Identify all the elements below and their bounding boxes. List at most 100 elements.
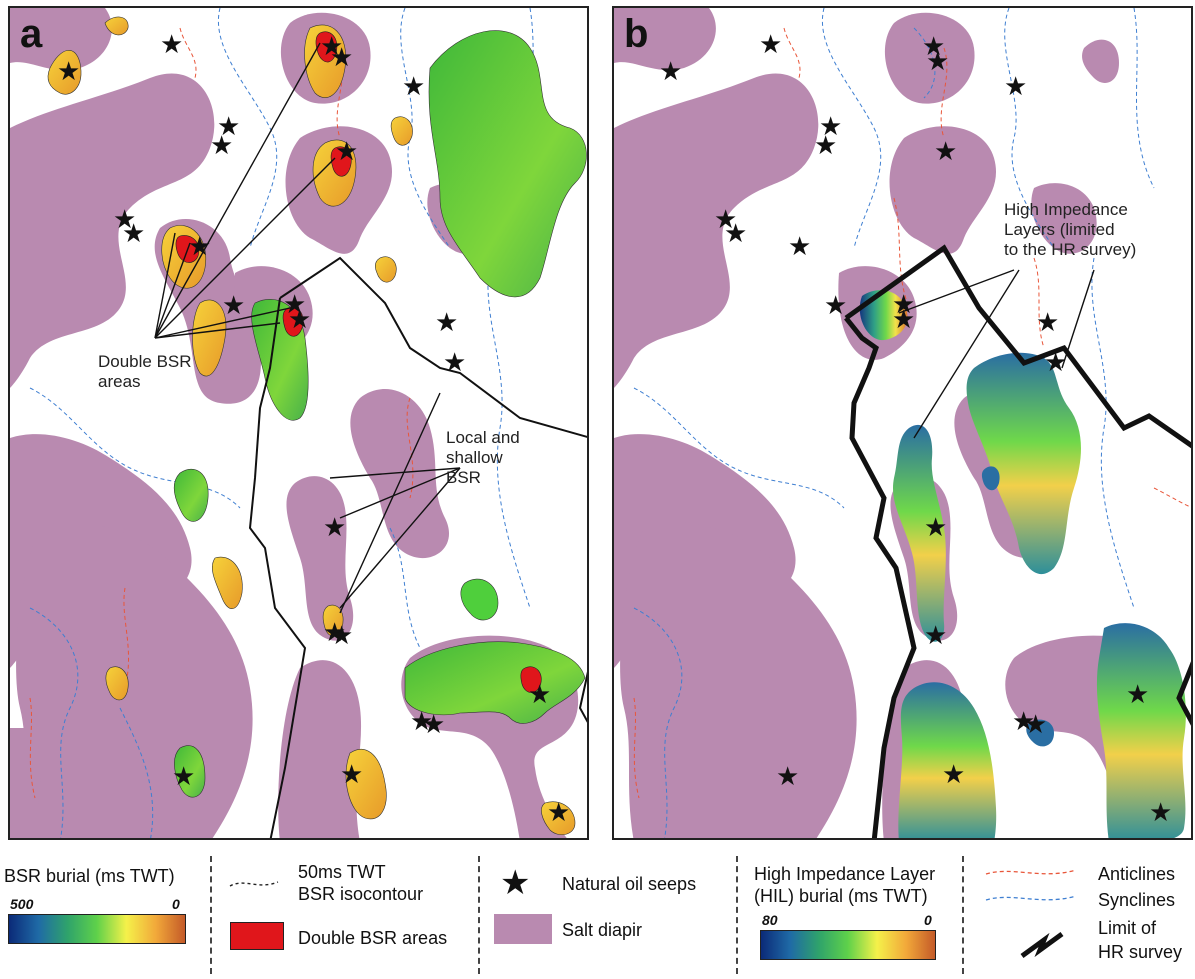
isocontour-symbol <box>229 881 279 887</box>
bsr-burial-max: 0 <box>172 896 180 912</box>
isocontour-label-2: BSR isocontour <box>298 884 424 904</box>
svg-text:★: ★ <box>759 30 782 60</box>
svg-text:★: ★ <box>57 57 80 87</box>
svg-text:★: ★ <box>288 305 311 335</box>
hr-survey-limit-b <box>844 244 1191 838</box>
legend-separator <box>210 856 212 974</box>
svg-text:★: ★ <box>113 205 136 235</box>
hil-burial-max: 0 <box>924 912 932 928</box>
svg-text:★: ★ <box>1126 680 1149 710</box>
svg-text:★: ★ <box>402 72 425 102</box>
svg-text:★: ★ <box>283 290 306 320</box>
annotation-arrows-a <box>154 42 461 614</box>
svg-text:★: ★ <box>659 57 682 87</box>
map-b-drawing: ★ ★ ★ ★ ★ ★ ★ ★ ★ ★ ★ ★ ★ ★ ★ ★ ★ ★ ★ ★ … <box>614 8 1191 838</box>
hil-burial-min: 80 <box>762 912 778 928</box>
panel-b-label: b <box>624 12 649 56</box>
svg-text:★: ★ <box>824 291 847 321</box>
oil-seeps-label: Natural oil seeps <box>562 874 697 894</box>
svg-text:★: ★ <box>1024 710 1047 740</box>
svg-text:★: ★ <box>1044 348 1067 378</box>
svg-text:★: ★ <box>724 219 747 249</box>
panel-a-label: a <box>20 12 43 56</box>
annotation-line: BSR <box>446 468 481 487</box>
synclines-b <box>633 8 1155 838</box>
legend-separator <box>736 856 738 974</box>
anticlines-label: Anticlines <box>1098 864 1176 884</box>
svg-text:★: ★ <box>922 32 945 62</box>
double-bsr-areas-a <box>175 31 542 693</box>
bsr-burial-colorbar <box>8 914 186 944</box>
local-bsr-annotation: Local and shallow BSR <box>446 428 520 488</box>
anticline-symbol <box>985 869 1077 875</box>
hil-areas <box>859 290 1186 838</box>
salt-swatch <box>494 914 552 944</box>
svg-text:★: ★ <box>1149 798 1172 828</box>
svg-text:★: ★ <box>1036 308 1059 338</box>
svg-text:★: ★ <box>323 513 346 543</box>
svg-text:★: ★ <box>528 680 551 710</box>
svg-text:★: ★ <box>714 205 737 235</box>
oil-seeps-a: ★ ★ ★ ★ ★ ★ ★ ★ ★ ★ ★ ★ ★ ★ ★ ★ ★ ★ ★ ★ … <box>57 30 570 828</box>
hil-annotation: High Impedance Layers (limited to the HR… <box>1004 200 1136 260</box>
svg-text:★: ★ <box>222 291 245 321</box>
hr-survey-limit-a <box>248 256 587 838</box>
annotation-line: to the HR survey) <box>1004 240 1137 259</box>
double-bsr-annotation: Double BSR areas <box>98 352 192 392</box>
svg-text:★: ★ <box>422 710 445 740</box>
svg-text:★: ★ <box>330 621 353 651</box>
svg-text:★: ★ <box>547 798 570 828</box>
synclines-a <box>29 8 551 838</box>
oil-seep-icon: ★ <box>500 864 531 902</box>
annotation-line: areas <box>98 372 141 391</box>
svg-text:★: ★ <box>819 112 842 142</box>
svg-text:★: ★ <box>340 760 363 790</box>
annotation-line: Double BSR <box>98 352 192 371</box>
hil-burial-title-1: High Impedance Layer <box>754 864 936 884</box>
double-bsr-swatch <box>230 922 284 950</box>
legend-separator <box>478 856 480 974</box>
salt-label: Salt diapir <box>562 920 643 940</box>
salt-diapirs-b <box>614 8 1183 838</box>
svg-text:★: ★ <box>210 131 233 161</box>
svg-text:★: ★ <box>814 131 837 161</box>
hil-burial-colorbar <box>760 930 936 960</box>
legend-line-symbols <box>985 869 1077 959</box>
svg-text:★: ★ <box>323 618 346 648</box>
oil-seeps-b: ★ ★ ★ ★ ★ ★ ★ ★ ★ ★ ★ ★ ★ ★ ★ ★ ★ ★ ★ ★ … <box>659 30 1172 828</box>
annotation-line: Local and <box>446 428 520 447</box>
synclines-label: Synclines <box>1098 890 1176 910</box>
double-bsr-label: Double BSR areas <box>298 928 448 948</box>
bsr-burial-min: 500 <box>10 896 34 912</box>
svg-text:★: ★ <box>172 762 195 792</box>
svg-text:★: ★ <box>924 513 947 543</box>
svg-text:★: ★ <box>320 32 343 62</box>
svg-text:★: ★ <box>788 232 811 262</box>
svg-text:★: ★ <box>892 290 915 320</box>
svg-text:★: ★ <box>934 137 957 167</box>
svg-text:★: ★ <box>1012 707 1035 737</box>
isocontour-label-1: 50ms TWT <box>298 862 386 882</box>
map-panel-a: ★ ★ ★ ★ ★ ★ ★ ★ ★ ★ ★ ★ ★ ★ ★ ★ ★ ★ ★ ★ … <box>8 6 589 840</box>
hr-limit-label-2: HR survey <box>1098 942 1183 962</box>
svg-text:★: ★ <box>217 112 240 142</box>
hr-limit-label-1: Limit of <box>1098 918 1157 938</box>
annotation-arrows-b <box>898 269 1095 439</box>
bsr-burial-title: BSR burial (ms TWT) <box>4 866 175 886</box>
svg-text:★: ★ <box>435 308 458 338</box>
svg-text:★: ★ <box>924 621 947 651</box>
map-panel-b: ★ ★ ★ ★ ★ ★ ★ ★ ★ ★ ★ ★ ★ ★ ★ ★ ★ ★ ★ ★ … <box>612 6 1193 840</box>
hr-limit-symbol <box>1020 931 1064 959</box>
svg-text:★: ★ <box>335 137 358 167</box>
svg-text:★: ★ <box>188 232 211 262</box>
svg-text:★: ★ <box>1004 72 1027 102</box>
svg-text:★: ★ <box>892 305 915 335</box>
svg-text:★: ★ <box>122 219 145 249</box>
map-a-drawing: ★ ★ ★ ★ ★ ★ ★ ★ ★ ★ ★ ★ ★ ★ ★ ★ ★ ★ ★ ★ … <box>10 8 587 838</box>
hil-burial-title-2: (HIL) burial (ms TWT) <box>754 886 928 906</box>
svg-text:★: ★ <box>330 43 353 73</box>
annotation-line: shallow <box>446 448 503 467</box>
svg-text:★: ★ <box>160 30 183 60</box>
salt-diapirs <box>10 8 579 838</box>
svg-text:★: ★ <box>942 760 965 790</box>
